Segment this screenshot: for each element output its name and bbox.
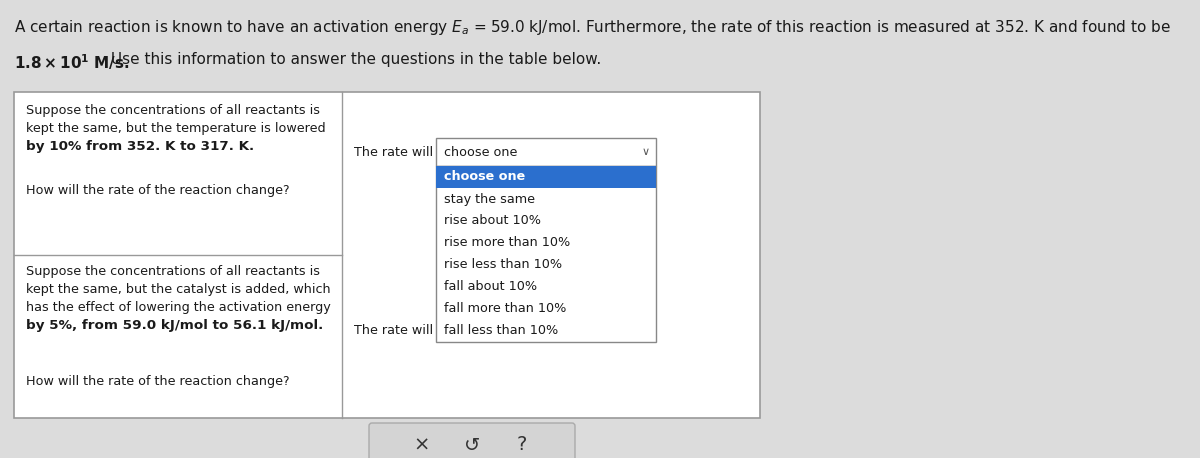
Text: by 10% from 352. K to 317. K.: by 10% from 352. K to 317. K. (26, 140, 254, 153)
Text: has the effect of lowering the activation energy: has the effect of lowering the activatio… (26, 301, 331, 314)
Text: The rate will: The rate will (354, 325, 433, 338)
Text: choose one: choose one (444, 146, 517, 158)
Text: Suppose the concentrations of all reactants is: Suppose the concentrations of all reacta… (26, 265, 320, 278)
Text: by 5%, from 59.0 kJ/mol to 56.1 kJ/mol.: by 5%, from 59.0 kJ/mol to 56.1 kJ/mol. (26, 319, 323, 332)
Text: fall about 10%: fall about 10% (444, 280, 538, 294)
Text: ∨: ∨ (642, 147, 650, 157)
Bar (436, 166, 656, 188)
Text: How will the rate of the reaction change?: How will the rate of the reaction change… (26, 375, 289, 388)
Text: kept the same, but the catalyst is added, which: kept the same, but the catalyst is added… (26, 283, 331, 296)
Text: How will the rate of the reaction change?: How will the rate of the reaction change… (26, 184, 289, 197)
Text: choose one: choose one (444, 170, 526, 184)
Text: A certain reaction is known to have an activation energy $E_a$ = 59.0 kJ/mol. Fu: A certain reaction is known to have an a… (14, 18, 1171, 37)
Text: $\mathbf{1.8 \times 10^1}$ $\mathbf{M/s.}$: $\mathbf{1.8 \times 10^1}$ $\mathbf{M/s.… (14, 52, 130, 72)
Text: rise about 10%: rise about 10% (444, 214, 541, 228)
Text: ×: × (414, 436, 430, 454)
Text: stay the same: stay the same (444, 192, 535, 206)
Bar (436, 166, 656, 342)
Text: Suppose the concentrations of all reactants is: Suppose the concentrations of all reacta… (26, 104, 320, 117)
Text: Use this information to answer the questions in the table below.: Use this information to answer the quest… (106, 52, 601, 67)
Text: ↺: ↺ (464, 436, 480, 454)
Text: The rate will: The rate will (354, 146, 433, 158)
Text: rise less than 10%: rise less than 10% (444, 258, 562, 272)
Text: fall less than 10%: fall less than 10% (444, 325, 558, 338)
Bar (14, 92, 760, 418)
FancyBboxPatch shape (370, 423, 575, 458)
Text: ?: ? (517, 436, 527, 454)
Text: kept the same, but the temperature is lowered: kept the same, but the temperature is lo… (26, 122, 325, 135)
Text: fall more than 10%: fall more than 10% (444, 302, 566, 316)
Bar (436, 138, 656, 166)
Text: rise more than 10%: rise more than 10% (444, 236, 570, 250)
